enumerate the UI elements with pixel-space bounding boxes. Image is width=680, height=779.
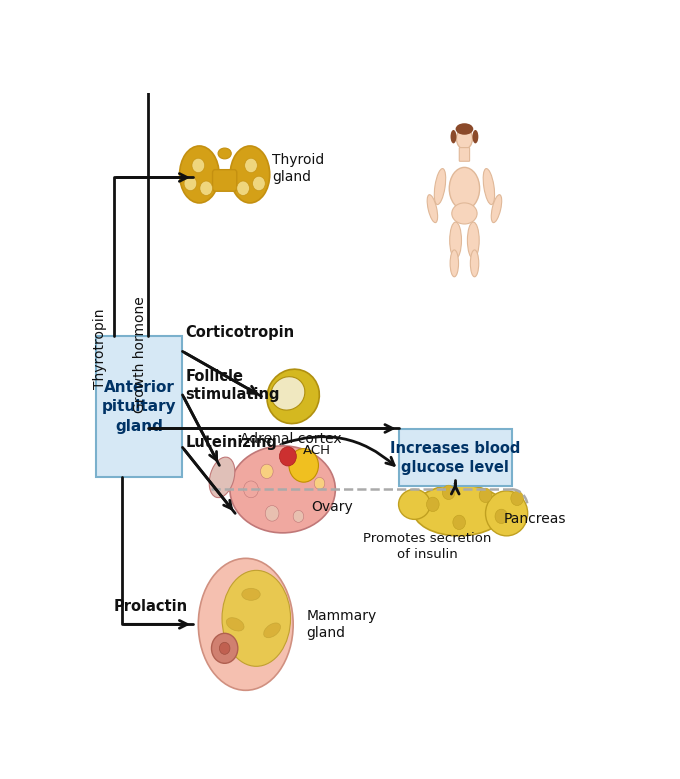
Ellipse shape [449, 222, 462, 259]
Ellipse shape [449, 167, 479, 210]
Ellipse shape [435, 168, 445, 205]
Circle shape [265, 506, 279, 521]
Ellipse shape [427, 195, 438, 223]
Text: Adrenal cortex: Adrenal cortex [240, 432, 341, 446]
Circle shape [237, 181, 250, 196]
Text: Anterior
pituitary
gland: Anterior pituitary gland [102, 379, 176, 434]
Text: Luteinizing: Luteinizing [185, 435, 277, 450]
Ellipse shape [218, 148, 231, 159]
Text: Corticotropin: Corticotropin [185, 325, 294, 340]
Circle shape [245, 158, 257, 173]
Circle shape [314, 478, 325, 489]
Circle shape [211, 633, 238, 664]
FancyBboxPatch shape [95, 337, 182, 478]
Ellipse shape [242, 588, 260, 601]
Ellipse shape [398, 489, 430, 520]
Circle shape [260, 464, 273, 478]
Ellipse shape [456, 123, 473, 135]
Ellipse shape [230, 446, 335, 533]
Ellipse shape [491, 195, 502, 223]
FancyBboxPatch shape [398, 429, 512, 486]
Circle shape [243, 481, 258, 498]
Ellipse shape [471, 250, 479, 277]
Ellipse shape [209, 457, 235, 498]
Ellipse shape [180, 146, 219, 203]
Ellipse shape [413, 485, 505, 536]
Text: ACH: ACH [303, 444, 331, 456]
Ellipse shape [486, 491, 528, 536]
Circle shape [289, 449, 318, 482]
Text: Prolactin: Prolactin [114, 599, 188, 614]
Ellipse shape [264, 623, 280, 638]
FancyBboxPatch shape [213, 170, 237, 192]
Ellipse shape [451, 130, 456, 143]
Circle shape [220, 643, 230, 654]
Text: Mammary
gland: Mammary gland [307, 608, 377, 640]
Circle shape [495, 509, 508, 523]
Ellipse shape [473, 130, 478, 143]
Ellipse shape [222, 570, 290, 666]
Text: Follicle
stimulating: Follicle stimulating [185, 368, 279, 403]
Circle shape [453, 515, 466, 530]
Circle shape [426, 497, 439, 512]
Ellipse shape [452, 203, 477, 224]
Text: Growth hormone: Growth hormone [133, 296, 148, 413]
Ellipse shape [467, 222, 479, 259]
Circle shape [293, 510, 304, 523]
Text: Thyrotropin: Thyrotropin [92, 308, 107, 389]
Text: Pancreas: Pancreas [504, 513, 566, 527]
Circle shape [200, 181, 213, 196]
Circle shape [511, 492, 524, 506]
Ellipse shape [456, 128, 473, 149]
Circle shape [479, 488, 492, 502]
Ellipse shape [450, 250, 458, 277]
Text: Ovary: Ovary [311, 500, 354, 514]
Ellipse shape [199, 559, 293, 690]
Text: Thyroid
gland: Thyroid gland [272, 153, 324, 184]
Ellipse shape [483, 168, 494, 205]
Circle shape [442, 485, 455, 499]
Text: Increases blood
glucose level: Increases blood glucose level [390, 441, 520, 474]
Circle shape [252, 176, 265, 191]
Text: Promotes secretion
of insulin: Promotes secretion of insulin [363, 532, 492, 561]
FancyBboxPatch shape [459, 147, 470, 161]
Circle shape [279, 447, 296, 466]
Ellipse shape [226, 618, 244, 631]
Circle shape [184, 176, 197, 191]
Ellipse shape [231, 146, 270, 203]
Circle shape [192, 158, 205, 173]
Ellipse shape [271, 377, 305, 410]
Ellipse shape [267, 369, 320, 424]
